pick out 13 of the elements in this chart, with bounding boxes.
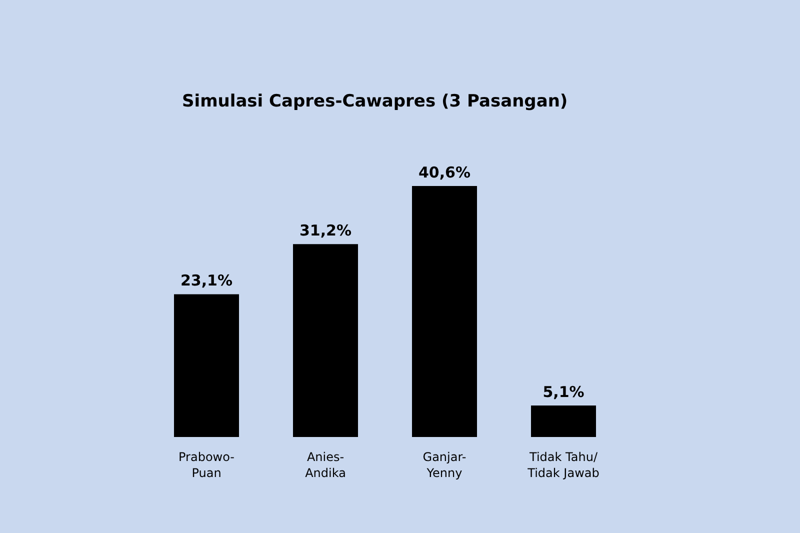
data-label: 5,1% [542,382,584,401]
x-tick-label: Prabowo-Puan [178,450,234,480]
bar [174,294,239,437]
bar [293,244,358,437]
x-tick-label: Tidak Tahu/ Tidak Jawab [526,450,600,480]
bar [531,405,596,437]
x-tick-label: Ganjar-Yenny [422,450,466,480]
data-label: 23,1% [180,272,233,290]
bar [412,186,477,437]
x-tick-label: Anies-Andika [305,450,346,480]
data-label: 40,6% [418,164,471,182]
data-label: 31,2% [299,222,352,240]
chart-title: Simulasi Capres-Cawapres (3 Pasangan) [182,92,568,112]
